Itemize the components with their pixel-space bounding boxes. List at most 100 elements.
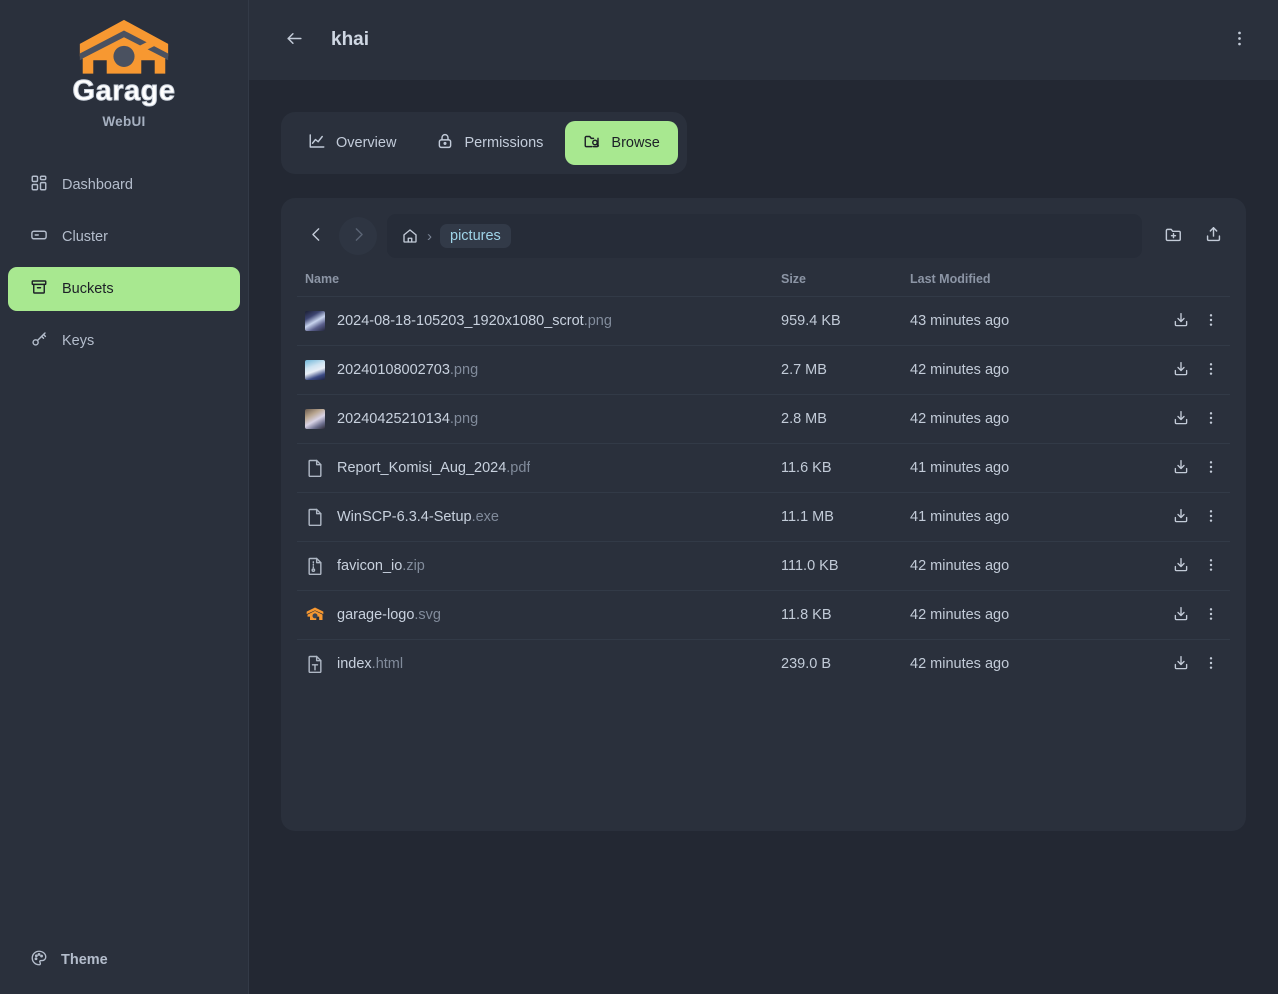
download-button[interactable]: [1166, 551, 1196, 581]
file-row-actions: [1154, 493, 1230, 542]
palette-icon: [30, 949, 48, 971]
sidebar-footer: Theme: [0, 940, 248, 994]
file-name-cell[interactable]: favicon_io.zip: [297, 542, 781, 591]
file-icon: [305, 507, 325, 527]
file-text-icon: [305, 654, 325, 674]
download-icon: [1172, 458, 1190, 479]
garage-logo-thumbnail: [305, 605, 325, 625]
file-menu-button[interactable]: [1196, 453, 1226, 483]
tab-permissions[interactable]: Permissions: [418, 121, 561, 165]
chevron-right-icon: [350, 226, 367, 246]
download-button[interactable]: [1166, 600, 1196, 630]
upload-button[interactable]: [1196, 219, 1230, 253]
file-name: 20240108002703.png: [337, 362, 479, 378]
file-name-cell[interactable]: 2024-08-18-105203_1920x1080_scrot.png: [297, 297, 781, 346]
home-icon[interactable]: [401, 227, 419, 245]
file-name: 2024-08-18-105203_1920x1080_scrot.png: [337, 313, 612, 329]
browse-forward-button[interactable]: [339, 217, 377, 255]
download-button[interactable]: [1166, 502, 1196, 532]
new-folder-button[interactable]: [1156, 219, 1190, 253]
file-row-actions: [1154, 591, 1230, 640]
tab-browse[interactable]: Browse: [565, 121, 678, 165]
browse-back-button[interactable]: [297, 217, 335, 255]
theme-toggle-button[interactable]: Theme: [8, 940, 130, 980]
file-name-cell[interactable]: Report_Komisi_Aug_2024.pdf: [297, 444, 781, 493]
file-name: favicon_io.zip: [337, 558, 425, 574]
download-icon: [1172, 654, 1190, 675]
more-vertical-icon: [1203, 508, 1219, 527]
garage-logo-icon: [76, 18, 172, 78]
file-name-cell[interactable]: 20240108002703.png: [297, 346, 781, 395]
file-name: Report_Komisi_Aug_2024.pdf: [337, 460, 531, 476]
file-table-header-row: Name Size Last Modified: [297, 258, 1230, 297]
table-row[interactable]: 20240425210134.png 2.8 MB 42 minutes ago: [297, 394, 1230, 444]
sidebar-item-label: Dashboard: [62, 176, 133, 193]
image-thumbnail: [305, 360, 325, 380]
file-menu-button[interactable]: [1196, 355, 1226, 385]
more-vertical-icon: [1203, 361, 1219, 380]
main-area: khai Overview: [249, 0, 1278, 994]
download-button[interactable]: [1166, 404, 1196, 434]
file-menu-button[interactable]: [1196, 306, 1226, 336]
download-button[interactable]: [1166, 453, 1196, 483]
download-icon: [1172, 605, 1190, 626]
file-name-cell[interactable]: 20240425210134.png: [297, 395, 781, 444]
back-button[interactable]: [277, 23, 311, 57]
more-vertical-icon: [1203, 410, 1219, 429]
server-icon: [30, 226, 48, 248]
file-icon: [305, 458, 325, 478]
file-row-actions: [1154, 640, 1230, 689]
archive-box-icon: [30, 278, 48, 300]
brand-name: Garage: [72, 75, 176, 108]
download-icon: [1172, 311, 1190, 332]
breadcrumb: › pictures: [387, 214, 1142, 258]
file-row-actions: [1154, 444, 1230, 493]
file-last-modified: 42 minutes ago: [910, 656, 1010, 673]
column-header-actions: [1154, 258, 1230, 297]
table-row[interactable]: WinSCP-6.3.4-Setup.exe 11.1 MB 41 minutes …: [297, 492, 1230, 542]
more-vertical-icon: [1203, 606, 1219, 625]
table-row[interactable]: 2024-08-18-105203_1920x1080_scrot.png 959…: [297, 296, 1230, 346]
file-extension: .zip: [402, 558, 425, 574]
file-size: 2.7 MB: [781, 362, 827, 378]
lock-icon: [436, 132, 454, 154]
file-menu-button[interactable]: [1196, 649, 1226, 679]
tab-label: Permissions: [464, 135, 544, 151]
file-extension: .png: [449, 362, 479, 378]
tab-overview[interactable]: Overview: [290, 121, 414, 165]
table-row[interactable]: 20240108002703.png 2.7 MB 42 minutes ago: [297, 345, 1230, 395]
file-name-cell[interactable]: index.html: [297, 640, 781, 689]
download-button[interactable]: [1166, 306, 1196, 336]
upload-icon: [1204, 225, 1223, 247]
file-size: 11.1 MB: [781, 509, 834, 525]
file-menu-button[interactable]: [1196, 404, 1226, 434]
table-row[interactable]: Report_Komisi_Aug_2024.pdf 11.6 KB 41 minu…: [297, 443, 1230, 493]
sidebar-item-buckets[interactable]: Buckets: [8, 266, 240, 311]
file-row-actions: [1154, 297, 1230, 346]
breadcrumb-bar: › pictures: [297, 214, 1230, 258]
download-icon: [1172, 409, 1190, 430]
sidebar-item-keys[interactable]: Keys: [8, 319, 240, 363]
folder-plus-icon: [1164, 225, 1183, 247]
breadcrumb-segment-pictures[interactable]: pictures: [440, 224, 511, 248]
bucket-options-button[interactable]: [1222, 23, 1256, 57]
table-row[interactable]: index.html 239.0 B 42 minutes ago: [297, 639, 1230, 689]
file-name-cell[interactable]: WinSCP-6.3.4-Setup.exe: [297, 493, 781, 542]
tab-label: Overview: [336, 135, 397, 151]
file-size: 239.0 B: [781, 656, 831, 673]
file-menu-button[interactable]: [1196, 502, 1226, 532]
table-row[interactable]: garage-logo.svg 11.8 KB 42 minutes ago: [297, 590, 1230, 640]
download-button[interactable]: [1166, 355, 1196, 385]
more-vertical-icon: [1203, 655, 1219, 674]
file-menu-button[interactable]: [1196, 551, 1226, 581]
file-menu-button[interactable]: [1196, 600, 1226, 630]
theme-label: Theme: [61, 952, 108, 968]
sidebar-item-dashboard[interactable]: Dashboard: [8, 163, 240, 207]
table-row[interactable]: favicon_io.zip 111.0 KB 42 minutes ago: [297, 541, 1230, 591]
arrow-left-icon: [285, 29, 304, 51]
sidebar-item-cluster[interactable]: Cluster: [8, 215, 240, 259]
file-table: Name Size Last Modified 2024-08-18-10520…: [297, 258, 1230, 689]
download-button[interactable]: [1166, 649, 1196, 679]
file-size: 111.0 KB: [781, 558, 839, 574]
file-name-cell[interactable]: garage-logo.svg: [297, 591, 781, 640]
